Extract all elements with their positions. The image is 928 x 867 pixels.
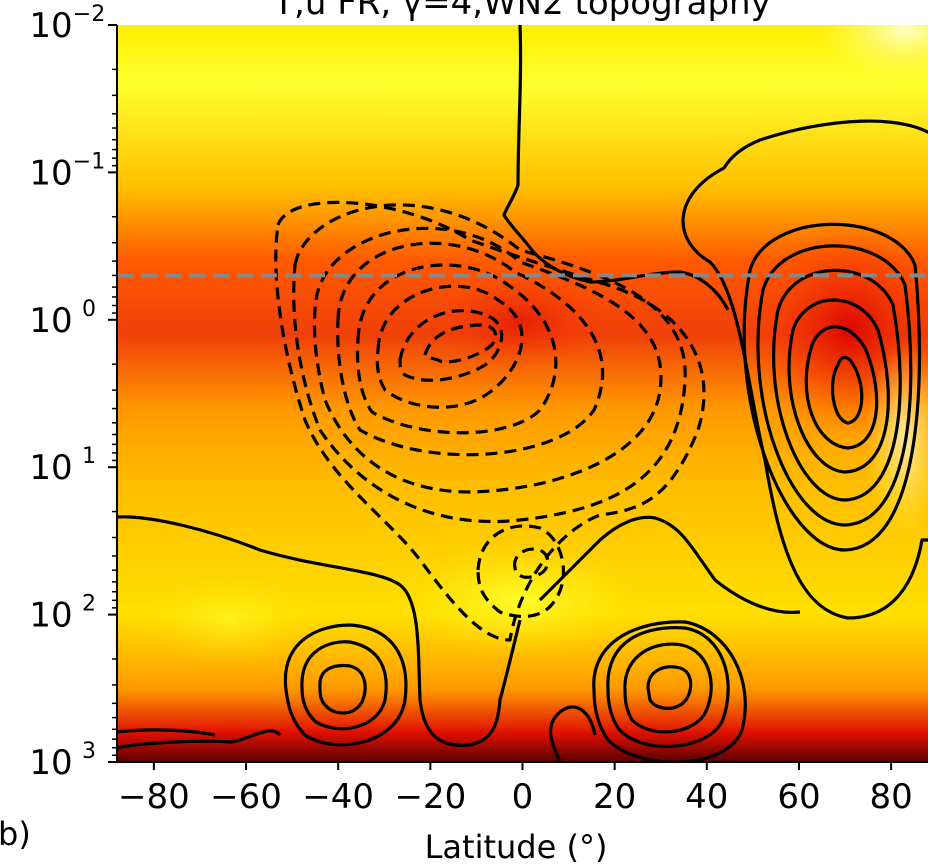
- positive-lower-contour: [283, 623, 408, 747]
- zero-contour: [117, 728, 216, 737]
- zero-contour: [538, 515, 801, 614]
- panel-label: b): [0, 815, 31, 853]
- field-yellow-left: [140, 570, 320, 670]
- zero-contour: [502, 25, 730, 311]
- field-bright-pole-lower: [865, 340, 928, 540]
- contour-lines: [117, 25, 928, 762]
- x-tick-label: 80: [870, 777, 913, 817]
- y-tick-exponent: 2: [82, 592, 96, 617]
- x-tick-label: −40: [302, 777, 374, 817]
- y-tick-exponent: 0: [82, 297, 96, 322]
- positive-lower-contour: [318, 663, 367, 715]
- y-tick-exponent: −2: [73, 2, 105, 27]
- x-tick-label: −80: [118, 777, 190, 817]
- negative-jet-contour: [398, 309, 504, 382]
- y-tick-exponent: −1: [73, 149, 105, 174]
- x-tick-label: 0: [512, 777, 534, 817]
- y-tick-exponent: 3: [82, 739, 96, 764]
- y-tick-label: 10: [29, 448, 72, 488]
- zero-contour: [549, 705, 597, 762]
- x-ticks: −80 −60 −40 −20 0 20 40 60 80: [118, 762, 913, 817]
- negative-lower-contour: [513, 547, 550, 579]
- negative-jet-contour: [423, 323, 498, 364]
- field-jet-core-sh: [430, 270, 610, 370]
- filled-field: [117, 25, 928, 762]
- positive-jet-contour: [804, 325, 879, 450]
- field-bright-pole: [815, 25, 928, 80]
- positive-lower-contour: [592, 620, 747, 762]
- negative-jet-contour: [375, 284, 524, 409]
- y-tick-label: 10: [29, 596, 72, 636]
- x-tick-label: 20: [593, 777, 636, 817]
- positive-jet-contour: [830, 355, 864, 425]
- positive-jet-contour: [787, 298, 890, 474]
- x-tick-label: −20: [394, 777, 466, 817]
- positive-jet-contour: [681, 119, 928, 620]
- y-tick-label: 10: [29, 6, 72, 46]
- positive-lower-contour: [646, 665, 693, 710]
- zero-contour: [117, 515, 522, 750]
- zero-contour: [231, 729, 282, 744]
- negative-jet-contour: [292, 203, 687, 524]
- negative-jet-contour: [312, 226, 663, 494]
- positive-jet-contour: [756, 244, 913, 527]
- x-axis-label: Latitude (°): [425, 828, 608, 866]
- negative-jet-contour: [274, 200, 706, 642]
- negative-jet-contour: [355, 263, 558, 435]
- negative-jet-contour: [336, 241, 605, 457]
- positive-jet-contour: [772, 268, 902, 502]
- positive-lower-contour: [623, 642, 713, 734]
- chart-title: T,u FR, γ=4,WN2 topography: [272, 0, 770, 23]
- x-tick-label: 40: [685, 777, 728, 817]
- x-tick-label: −60: [210, 777, 282, 817]
- positive-lower-contour: [606, 626, 730, 748]
- y-tick-label: 10: [29, 743, 72, 783]
- positive-lower-contour: [300, 640, 388, 731]
- y-tick-label: 10: [29, 153, 72, 193]
- y-tick-label: 10: [29, 301, 72, 341]
- y-tick-exponent: 1: [82, 444, 96, 469]
- x-tick-label: 60: [777, 777, 820, 817]
